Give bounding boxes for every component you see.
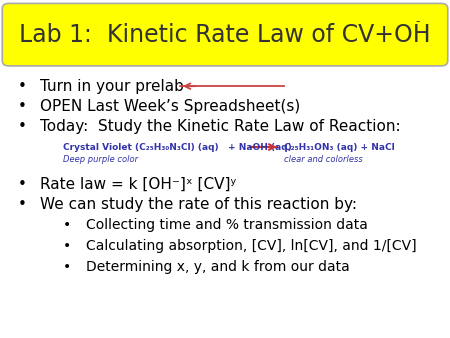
Text: Determining x, y, and k from our data: Determining x, y, and k from our data (86, 260, 349, 274)
Text: •: • (18, 197, 27, 212)
Text: •: • (63, 239, 71, 253)
Text: OPEN Last Week’s Spreadsheet(s): OPEN Last Week’s Spreadsheet(s) (40, 99, 301, 114)
Text: •: • (18, 177, 27, 192)
Text: Lab 1:  Kinetic Rate Law of CV+OH: Lab 1: Kinetic Rate Law of CV+OH (19, 23, 431, 48)
Text: We can study the rate of this reaction by:: We can study the rate of this reaction b… (40, 197, 357, 212)
Text: Deep purple color: Deep purple color (63, 155, 138, 164)
Text: Today:  Study the Kinetic Rate Law of Reaction:: Today: Study the Kinetic Rate Law of Rea… (40, 119, 401, 134)
Text: C₂₅H₃₁ON₃ (aq) + NaCl: C₂₅H₃₁ON₃ (aq) + NaCl (284, 143, 394, 151)
Text: Rate law = k [OH⁻]ˣ [CV]ʸ: Rate law = k [OH⁻]ˣ [CV]ʸ (40, 177, 237, 192)
Text: •: • (18, 99, 27, 114)
Text: Crystal Violet (C₂₅H₃₀N₃Cl) (aq)   + NaOH (aq): Crystal Violet (C₂₅H₃₀N₃Cl) (aq) + NaOH … (63, 143, 292, 151)
Text: •: • (18, 79, 27, 94)
Text: •: • (63, 260, 71, 274)
Text: •: • (18, 119, 27, 134)
Text: Turn in your prelab: Turn in your prelab (40, 79, 184, 94)
Text: Collecting time and % transmission data: Collecting time and % transmission data (86, 218, 367, 232)
Text: -: - (415, 16, 420, 28)
Text: Calculating absorption, [CV], ln[CV], and 1/[CV]: Calculating absorption, [CV], ln[CV], an… (86, 239, 416, 253)
Text: •: • (63, 218, 71, 232)
Text: clear and colorless: clear and colorless (284, 155, 362, 164)
FancyBboxPatch shape (2, 3, 448, 66)
